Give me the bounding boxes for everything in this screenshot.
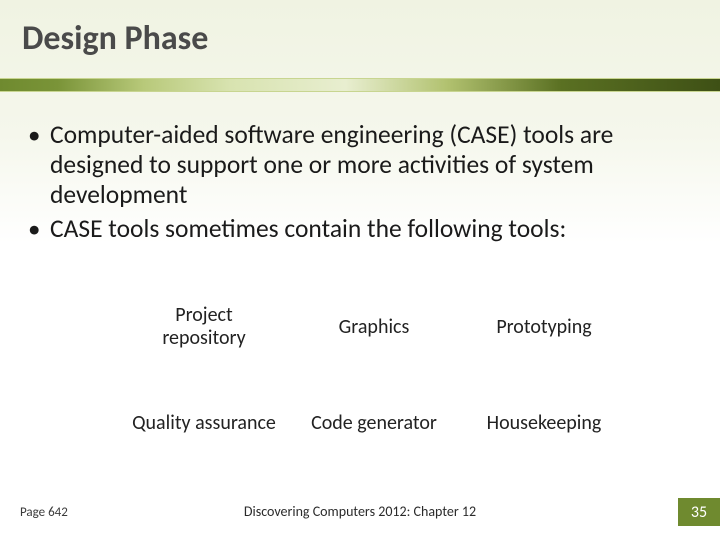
content-area: Computer-aided software engineering (CAS…: [26, 120, 694, 248]
footer: Page 642 Discovering Computers 2012: Cha…: [0, 500, 720, 520]
tool-box: Graphics: [298, 288, 450, 366]
slide-number-badge: 35: [678, 498, 720, 526]
chapter-reference: Discovering Computers 2012: Chapter 12: [0, 503, 720, 520]
slide: Design Phase Computer-aided software eng…: [0, 0, 720, 540]
tool-box: Housekeeping: [468, 384, 620, 462]
slide-title: Design Phase: [0, 0, 720, 59]
bullet-list: Computer-aided software engineering (CAS…: [26, 120, 694, 244]
tool-box: Project repository: [128, 288, 280, 366]
bullet-item: Computer-aided software engineering (CAS…: [26, 120, 694, 210]
tool-box: Quality assurance: [128, 384, 280, 462]
accent-bar: [0, 78, 720, 92]
bullet-item: CASE tools sometimes contain the followi…: [26, 214, 694, 244]
tool-box: Code generator: [298, 384, 450, 462]
tool-box: Prototyping: [468, 288, 620, 366]
tools-grid: Project repository Graphics Prototyping …: [128, 288, 620, 462]
